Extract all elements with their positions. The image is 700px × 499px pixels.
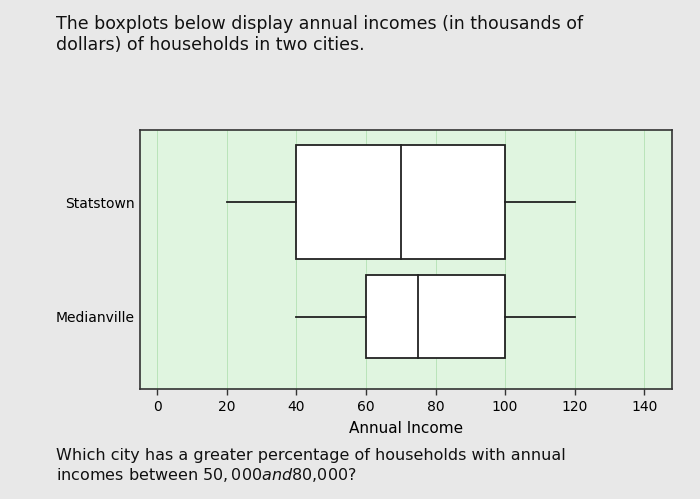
- Text: The boxplots below display annual incomes (in thousands of
dollars) of household: The boxplots below display annual income…: [56, 15, 583, 54]
- Bar: [366, 275, 505, 358]
- Bar: [297, 145, 505, 259]
- X-axis label: Annual Income: Annual Income: [349, 421, 463, 436]
- Text: Which city has a greater percentage of households with annual
incomes between $5: Which city has a greater percentage of h…: [56, 448, 566, 484]
